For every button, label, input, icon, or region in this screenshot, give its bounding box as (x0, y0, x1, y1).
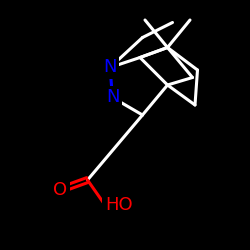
Text: N: N (103, 58, 117, 76)
Text: N: N (106, 88, 119, 106)
Text: O: O (53, 181, 67, 199)
Text: HO: HO (105, 196, 132, 214)
